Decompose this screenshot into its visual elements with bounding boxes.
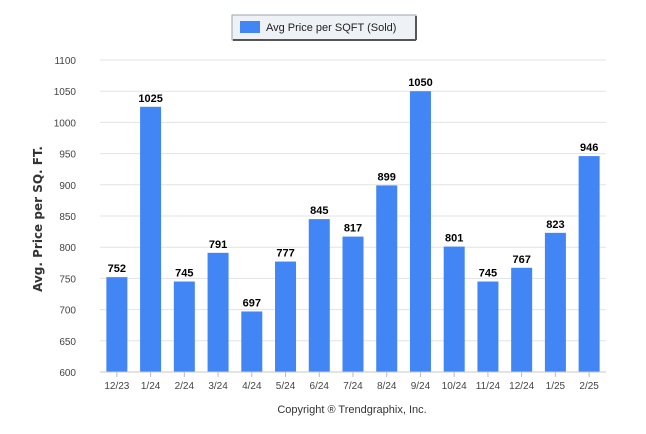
y-tick-label: 650 bbox=[59, 337, 76, 348]
y-tick-label: 950 bbox=[59, 150, 76, 161]
data-label: 817 bbox=[344, 223, 362, 235]
data-label: 777 bbox=[276, 248, 294, 260]
x-tick-label: 4/24 bbox=[242, 381, 262, 392]
bars bbox=[106, 91, 600, 373]
legend-box bbox=[231, 14, 417, 41]
y-tick-label: 800 bbox=[59, 243, 76, 254]
bar-4/24 bbox=[241, 311, 263, 372]
bar-2/24 bbox=[173, 281, 195, 372]
bar-3/24 bbox=[207, 252, 229, 372]
legend-label: Avg Price per SQFT (Sold) bbox=[266, 22, 396, 34]
data-label: 823 bbox=[546, 219, 564, 231]
data-label: 791 bbox=[209, 239, 227, 251]
x-tick-label: 1/25 bbox=[546, 381, 566, 392]
x-tick-label: 7/24 bbox=[343, 381, 363, 392]
data-label: 697 bbox=[243, 297, 261, 309]
y-axis-title: Avg. Price per SQ. FT. bbox=[31, 146, 45, 292]
y-tick-label: 1000 bbox=[54, 118, 77, 129]
data-label: 845 bbox=[310, 205, 328, 217]
bar-9/24 bbox=[409, 91, 431, 372]
data-label: 946 bbox=[580, 142, 598, 154]
x-tick-label: 2/25 bbox=[579, 381, 599, 392]
x-tick-label: 12/24 bbox=[509, 381, 534, 392]
data-label: 745 bbox=[479, 268, 497, 280]
x-tick-label: 11/24 bbox=[476, 381, 501, 392]
bar-11/24 bbox=[477, 281, 499, 372]
y-tick-label: 900 bbox=[59, 181, 76, 192]
y-tick-label: 850 bbox=[59, 212, 76, 223]
x-tick-label: 3/24 bbox=[208, 381, 228, 392]
y-tick-label: 1050 bbox=[54, 87, 77, 98]
y-axis-ticks: 600 650 700 750 800 850 900 950 1000 1050 1100 bbox=[54, 56, 77, 379]
x-tick-label: 8/24 bbox=[377, 381, 397, 392]
bar-8/24 bbox=[376, 185, 398, 372]
bar-5/24 bbox=[275, 261, 297, 372]
x-tick-label: 6/24 bbox=[310, 381, 330, 392]
bar-2/25 bbox=[578, 156, 600, 372]
x-tick-label: 5/24 bbox=[276, 381, 296, 392]
data-label: 1050 bbox=[408, 77, 432, 89]
data-labels: 752 1025 745 791 697 777 845 817 899 1050 801 745 76… bbox=[108, 77, 599, 309]
x-tick-label: 1/24 bbox=[141, 381, 161, 392]
data-label: 1025 bbox=[138, 93, 162, 105]
bar-1/24 bbox=[140, 106, 162, 373]
x-axis-ticks: 12/23 1/24 2/24 3/24 4/24 5/24 6/24 7/24 8/24 9/2… bbox=[104, 372, 599, 392]
legend-swatch bbox=[240, 21, 260, 33]
data-label: 752 bbox=[108, 263, 126, 275]
bar-6/24 bbox=[308, 219, 330, 372]
x-tick-label: 10/24 bbox=[442, 381, 467, 392]
x-tick-label: 2/24 bbox=[175, 381, 195, 392]
bar-7/24 bbox=[342, 236, 364, 372]
bar-12/24 bbox=[511, 267, 533, 372]
x-tick-label: 12/23 bbox=[104, 381, 129, 392]
data-label: 899 bbox=[378, 171, 396, 183]
bar-10/24 bbox=[443, 246, 465, 372]
bar-12/23 bbox=[106, 277, 128, 372]
legend[interactable]: Avg Price per SQFT (Sold) bbox=[231, 14, 417, 41]
data-label: 767 bbox=[512, 254, 530, 266]
bar-1/25 bbox=[544, 232, 566, 372]
data-label: 801 bbox=[445, 233, 463, 245]
y-tick-label: 750 bbox=[59, 274, 76, 285]
y-tick-label: 1100 bbox=[54, 56, 76, 67]
x-tick-label: 9/24 bbox=[411, 381, 431, 392]
y-tick-label: 700 bbox=[59, 306, 76, 317]
data-label: 745 bbox=[175, 268, 193, 280]
copyright-credit: Copyright ® Trendgraphix, Inc. bbox=[277, 404, 426, 416]
y-tick-label: 600 bbox=[59, 368, 76, 379]
